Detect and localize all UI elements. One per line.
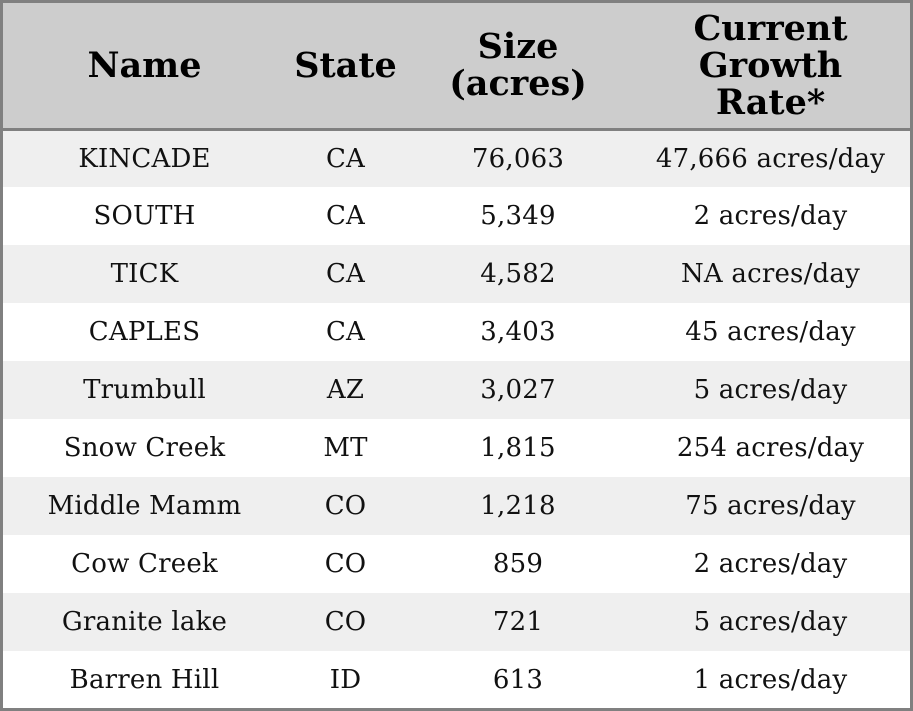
cell-growth-rate: 45 acres/day xyxy=(685,317,856,347)
table-row: Barren Hill ID 613 1 acres/day xyxy=(3,651,910,708)
table-row: Granite lake CO 721 5 acres/day xyxy=(3,593,910,651)
cell-growth-rate: 254 acres/day xyxy=(676,433,865,463)
table-body: KINCADE CA 76,063 47,666 acres/day SOUTH… xyxy=(3,129,910,708)
cell-size: 4,582 xyxy=(480,259,556,289)
cell-size: 613 xyxy=(492,665,544,695)
cell-growth-rate: 5 acres/day xyxy=(693,375,848,405)
cell-state: CA xyxy=(325,201,366,231)
cell-state: CA xyxy=(325,143,366,174)
cell-state: MT xyxy=(323,433,368,463)
header-size-line2: (acres) xyxy=(449,63,587,105)
cell-name: Cow Creek xyxy=(71,549,218,579)
table-header: Name State Size (acres) Current Growth R… xyxy=(3,3,910,131)
cell-growth-rate: 2 acres/day xyxy=(693,201,848,231)
table-row: Cow Creek CO 859 2 acres/day xyxy=(3,535,910,593)
header-growth-rate: Current Growth Rate* xyxy=(631,3,910,131)
header-size: Size (acres) xyxy=(405,3,631,131)
cell-name: Snow Creek xyxy=(63,433,226,463)
cell-state: CO xyxy=(324,549,367,579)
cell-state: CA xyxy=(325,317,366,347)
cell-name: Granite lake xyxy=(61,607,228,637)
cell-state: CO xyxy=(324,607,367,637)
cell-growth-rate: 2 acres/day xyxy=(693,549,848,579)
cell-name: Barren Hill xyxy=(69,665,220,695)
header-rate-line2: Growth xyxy=(698,44,843,86)
cell-name: TICK xyxy=(110,259,179,289)
cell-name: Middle Mamm xyxy=(47,491,242,521)
cell-state: CA xyxy=(325,259,366,289)
header-name-label: Name xyxy=(87,44,202,86)
table-row: TICK CA 4,582 NA acres/day xyxy=(3,245,910,303)
fire-table: Name State Size (acres) Current Growth R… xyxy=(3,3,910,708)
table-row: Middle Mamm CO 1,218 75 acres/day xyxy=(3,477,910,535)
header-name: Name xyxy=(3,3,286,131)
cell-growth-rate: 1 acres/day xyxy=(693,665,848,695)
cell-size: 721 xyxy=(492,607,544,637)
cell-state: ID xyxy=(329,665,362,695)
cell-growth-rate: 47,666 acres/day xyxy=(655,143,886,174)
cell-size: 5,349 xyxy=(480,201,556,231)
cell-size: 1,218 xyxy=(480,491,556,521)
header-state-label: State xyxy=(294,44,397,86)
cell-size: 1,815 xyxy=(480,433,556,463)
cell-growth-rate: 5 acres/day xyxy=(693,607,848,637)
cell-name: KINCADE xyxy=(78,143,211,174)
cell-size: 76,063 xyxy=(471,143,565,174)
header-rate-line3: Rate* xyxy=(715,81,826,123)
table-row: CAPLES CA 3,403 45 acres/day xyxy=(3,303,910,361)
header-state: State xyxy=(286,3,405,131)
cell-state: CO xyxy=(324,491,367,521)
cell-state: AZ xyxy=(326,375,365,405)
table-row: Snow Creek MT 1,815 254 acres/day xyxy=(3,419,910,477)
cell-name: Trumbull xyxy=(83,375,206,405)
cell-name: SOUTH xyxy=(93,201,196,231)
cell-size: 3,403 xyxy=(480,317,556,347)
table-row: Trumbull AZ 3,027 5 acres/day xyxy=(3,361,910,419)
cell-size: 3,027 xyxy=(480,375,556,405)
cell-name: CAPLES xyxy=(88,317,201,347)
table-row: KINCADE CA 76,063 47,666 acres/day xyxy=(3,129,910,187)
header-size-line1: Size xyxy=(477,26,559,68)
cell-growth-rate: NA acres/day xyxy=(680,259,860,289)
header-row: Name State Size (acres) Current Growth R… xyxy=(3,3,910,131)
cell-size: 859 xyxy=(492,549,544,579)
header-rate-line1: Current xyxy=(693,7,848,49)
table-row: SOUTH CA 5,349 2 acres/day xyxy=(3,187,910,245)
cell-growth-rate: 75 acres/day xyxy=(685,491,856,521)
